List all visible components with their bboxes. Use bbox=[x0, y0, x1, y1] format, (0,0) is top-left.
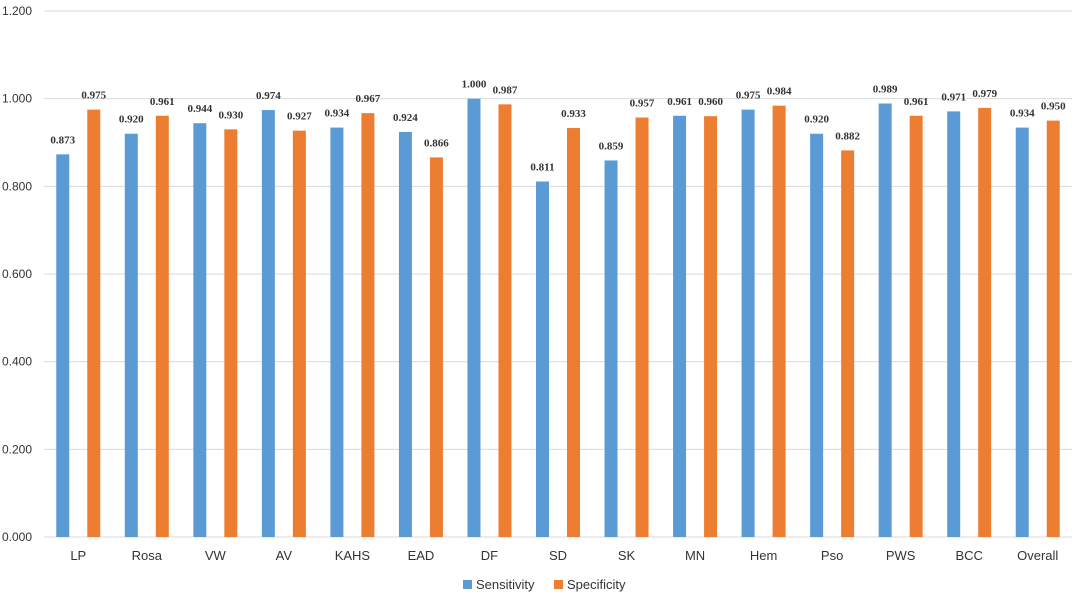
legend: Sensitivity Specificity bbox=[463, 577, 626, 592]
data-label-specificity: 0.975 bbox=[81, 90, 106, 102]
data-label-specificity: 0.950 bbox=[1041, 101, 1066, 113]
y-tick-label: 0.400 bbox=[2, 355, 32, 369]
bar-sensitivity bbox=[810, 133, 824, 537]
data-label-sensitivity: 0.944 bbox=[187, 103, 212, 115]
bar-specificity bbox=[772, 105, 786, 538]
bar-sensitivity bbox=[741, 109, 755, 537]
x-category-label: Rosa bbox=[132, 548, 163, 563]
y-tick-label: 1.200 bbox=[2, 4, 32, 18]
bar-sensitivity bbox=[536, 181, 549, 538]
x-category-label: Pso bbox=[821, 548, 843, 563]
bar-sensitivity bbox=[193, 123, 207, 538]
y-tick-label: 0.200 bbox=[2, 442, 32, 456]
x-category-label: DF bbox=[481, 548, 498, 563]
bar-specificity bbox=[1046, 120, 1060, 537]
gridlines bbox=[44, 10, 1072, 538]
data-label-sensitivity: 0.920 bbox=[804, 114, 829, 126]
bar-sensitivity bbox=[261, 110, 275, 538]
x-category-label: SD bbox=[549, 548, 567, 563]
x-category-label: BCC bbox=[955, 548, 982, 563]
data-label-specificity: 0.866 bbox=[424, 137, 449, 149]
legend-label-sensitivity: Sensitivity bbox=[476, 577, 535, 592]
data-label-specificity: 0.979 bbox=[972, 88, 997, 100]
bar-sensitivity bbox=[467, 98, 481, 538]
y-tick-label: 0.000 bbox=[2, 530, 32, 544]
x-category-label: Overall bbox=[1017, 548, 1058, 563]
data-label-sensitivity: 1.000 bbox=[462, 79, 487, 91]
bar-specificity bbox=[635, 117, 649, 537]
y-tick-label: 0.800 bbox=[2, 179, 32, 193]
bar-specificity bbox=[429, 157, 443, 538]
data-label-sensitivity: 0.811 bbox=[530, 162, 554, 174]
legend-label-specificity: Specificity bbox=[567, 577, 626, 592]
data-label-sensitivity: 0.934 bbox=[325, 108, 350, 120]
data-label-sensitivity: 0.971 bbox=[941, 91, 966, 103]
x-category-label: Hem bbox=[750, 548, 777, 563]
data-label-specificity: 0.930 bbox=[218, 109, 243, 121]
legend-swatch-specificity bbox=[554, 580, 563, 589]
x-category-label: AV bbox=[276, 548, 293, 563]
x-category-label: LP bbox=[70, 548, 86, 563]
data-label-sensitivity: 0.859 bbox=[599, 140, 624, 152]
bar-specificity bbox=[567, 128, 580, 537]
data-label-sensitivity: 0.873 bbox=[50, 134, 75, 146]
x-category-label: MN bbox=[685, 548, 705, 563]
bar-sensitivity bbox=[1015, 127, 1029, 537]
x-category-label: KAHS bbox=[335, 548, 371, 563]
bar-sensitivity bbox=[673, 115, 687, 538]
bar-specificity bbox=[978, 107, 992, 537]
data-labels: 0.873 0.975 0.920 0.961 0.944 0.930 0.974 0.927… bbox=[50, 79, 1066, 174]
bar-specificity bbox=[704, 116, 718, 537]
bar-specificity bbox=[87, 109, 101, 537]
data-label-specificity: 0.961 bbox=[904, 96, 929, 108]
bar-sensitivity bbox=[878, 103, 892, 537]
data-label-specificity: 0.933 bbox=[561, 108, 586, 120]
data-label-specificity: 0.987 bbox=[493, 84, 518, 96]
x-axis-categories: LP Rosa VW AV KAHS EAD DF SD SK MN Hem Pso PWS BCC Ove… bbox=[70, 548, 1058, 563]
bar-sensitivity bbox=[604, 160, 618, 537]
bar-sensitivity bbox=[330, 127, 344, 537]
data-label-specificity: 0.882 bbox=[835, 130, 860, 142]
x-category-label: EAD bbox=[408, 548, 435, 563]
y-tick-label: 1.000 bbox=[2, 92, 32, 106]
bar-sensitivity bbox=[124, 133, 138, 537]
data-label-sensitivity: 0.934 bbox=[1010, 108, 1035, 120]
bar-sensitivity bbox=[947, 111, 961, 538]
bar-specificity bbox=[361, 113, 375, 538]
data-label-specificity: 0.957 bbox=[630, 98, 655, 110]
x-category-label: PWS bbox=[886, 548, 916, 563]
data-label-specificity: 0.967 bbox=[356, 93, 381, 105]
legend-swatch-sensitivity bbox=[463, 580, 472, 589]
y-tick-label: 0.600 bbox=[2, 267, 32, 281]
bar-specificity bbox=[224, 129, 238, 537]
data-label-specificity: 0.960 bbox=[698, 96, 723, 108]
bar-specificity bbox=[841, 150, 855, 537]
bar-specificity bbox=[498, 104, 512, 538]
x-category-label: VW bbox=[205, 548, 227, 563]
bar-specificity bbox=[292, 130, 306, 538]
y-axis-ticks: 0.000 0.200 0.400 0.600 0.800 1.000 1.200 bbox=[2, 4, 32, 544]
bars bbox=[56, 98, 1060, 538]
bar-specificity bbox=[155, 115, 169, 538]
bar-sensitivity bbox=[56, 154, 70, 537]
data-label-sensitivity: 0.961 bbox=[667, 96, 692, 108]
data-label-specificity: 0.984 bbox=[767, 86, 792, 98]
bar-specificity bbox=[909, 115, 923, 538]
data-label-sensitivity: 0.989 bbox=[873, 83, 898, 95]
data-label-specificity: 0.927 bbox=[287, 111, 312, 123]
x-category-label: SK bbox=[618, 548, 636, 563]
data-label-specificity: 0.961 bbox=[150, 96, 175, 108]
bar-sensitivity bbox=[398, 131, 412, 538]
data-label-sensitivity: 0.920 bbox=[119, 114, 144, 126]
data-label-sensitivity: 0.974 bbox=[256, 90, 281, 102]
data-label-sensitivity: 0.924 bbox=[393, 112, 418, 124]
data-label-sensitivity: 0.975 bbox=[736, 90, 761, 102]
